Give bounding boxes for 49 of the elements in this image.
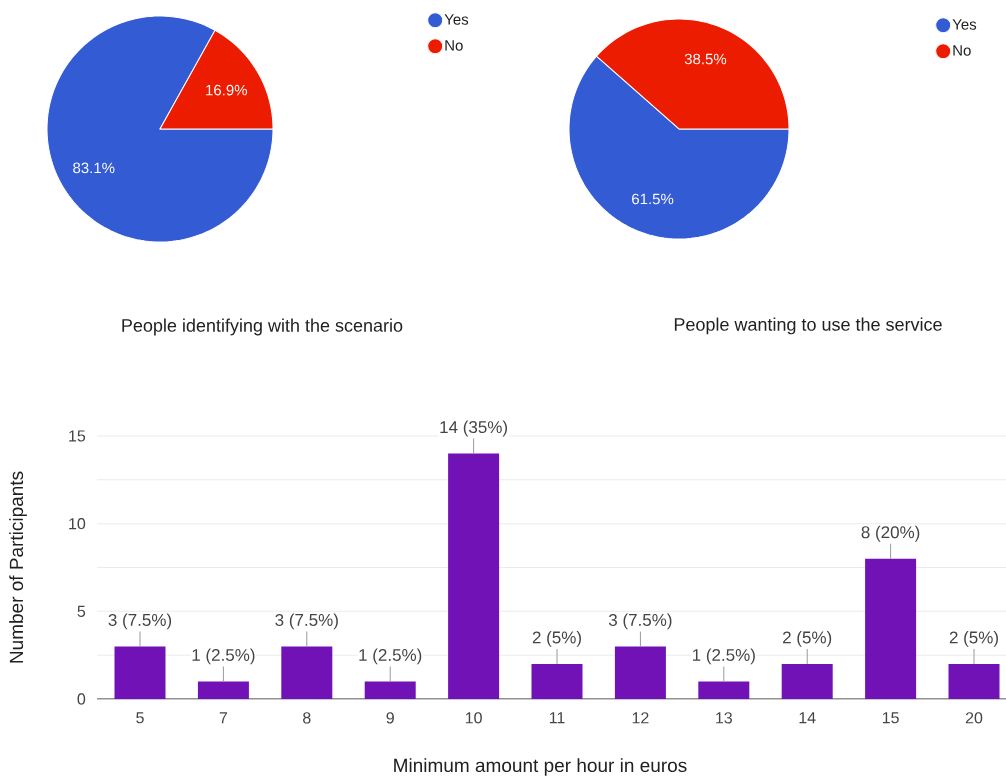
legend-label: Yes [444,14,469,25]
y-tick-label: 5 [77,605,86,617]
bar [614,646,666,699]
x-tick-label: 20 [965,712,983,724]
x-tick-label: 14 [799,712,816,724]
text: People wanting to use the service [674,317,942,335]
data-label: 3 (7.5%) [608,613,672,630]
x-tick-label: 7 [219,712,228,724]
bar [281,646,333,699]
x-tick-label: 9 [386,712,394,724]
data-label: 1 (2.5%) [192,648,255,665]
data-label: 38.5% [684,53,727,65]
data-label: 3 (7.5%) [275,613,338,630]
data-label: 2 (5%) [949,631,998,647]
text: People identifying with the scenario [122,318,403,336]
bar [364,681,416,699]
bar [197,681,249,699]
legend-label: No [445,40,463,51]
x-tick-label: 12 [632,712,649,724]
legend-label: No [953,45,971,56]
bar [865,558,917,699]
data-label: 3 (7.5%) [108,613,172,630]
data-label: 1 (2.5%) [359,648,422,665]
x-tick-label: 13 [716,712,732,724]
x-tick-label: 11 [549,712,565,724]
bar [448,453,500,699]
bar [114,646,166,699]
legend-label: Yes [952,19,977,30]
data-label: 8 (20%) [861,525,920,542]
x-tick-label: 8 [303,712,311,724]
bar [781,663,833,699]
bar [698,681,750,699]
data-label: 16.9% [206,84,247,96]
data-label: 14 (35%) [440,420,508,437]
y-tick-label: 0 [77,693,86,705]
data-label: 83.1% [73,162,115,174]
bar [948,663,1000,699]
y-axis-title: Number of Participants [9,471,27,663]
data-label: 2 (5%) [783,631,832,647]
y-tick-label: 10 [69,517,86,530]
x-tick-label: 10 [465,712,482,724]
x-axis-title: Minimum amount per hour in euros [394,758,687,776]
data-label: 1 (2.5%) [692,648,755,665]
y-tick-label: 15 [69,430,86,442]
data-label: 2 (5%) [532,631,581,647]
x-tick-label: 15 [882,712,899,724]
data-label: 61.5% [632,193,674,205]
bar [531,663,583,699]
x-tick-label: 5 [136,712,144,724]
